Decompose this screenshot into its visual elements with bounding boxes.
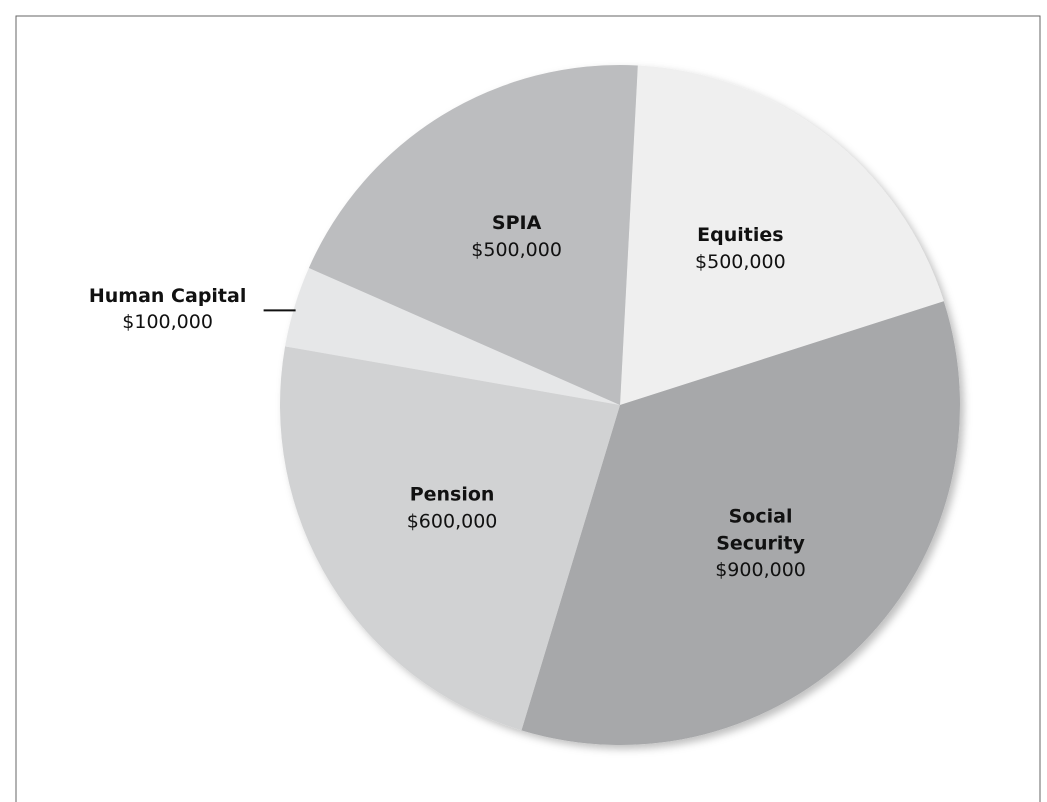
slice-value: $900,000 xyxy=(715,559,806,581)
slice-value: $600,000 xyxy=(407,510,498,532)
name-line: Social xyxy=(729,505,793,527)
slice-value: $500,000 xyxy=(695,251,786,273)
slice-name: SPIA xyxy=(492,212,542,234)
slice-value: $100,000 xyxy=(122,311,213,333)
slice-value: $500,000 xyxy=(471,239,562,261)
frame xyxy=(15,15,1041,802)
slice xyxy=(620,65,944,406)
pie xyxy=(280,64,961,746)
slice xyxy=(521,301,961,746)
slice-name: Pension xyxy=(410,483,495,505)
slice-name: Social Security xyxy=(716,505,805,554)
slice-name: Human Capital xyxy=(89,285,246,307)
name-line: Security xyxy=(716,532,805,554)
slice-name: Equities xyxy=(697,224,783,246)
slice xyxy=(308,64,638,405)
slice xyxy=(285,267,620,405)
slice xyxy=(280,346,620,731)
